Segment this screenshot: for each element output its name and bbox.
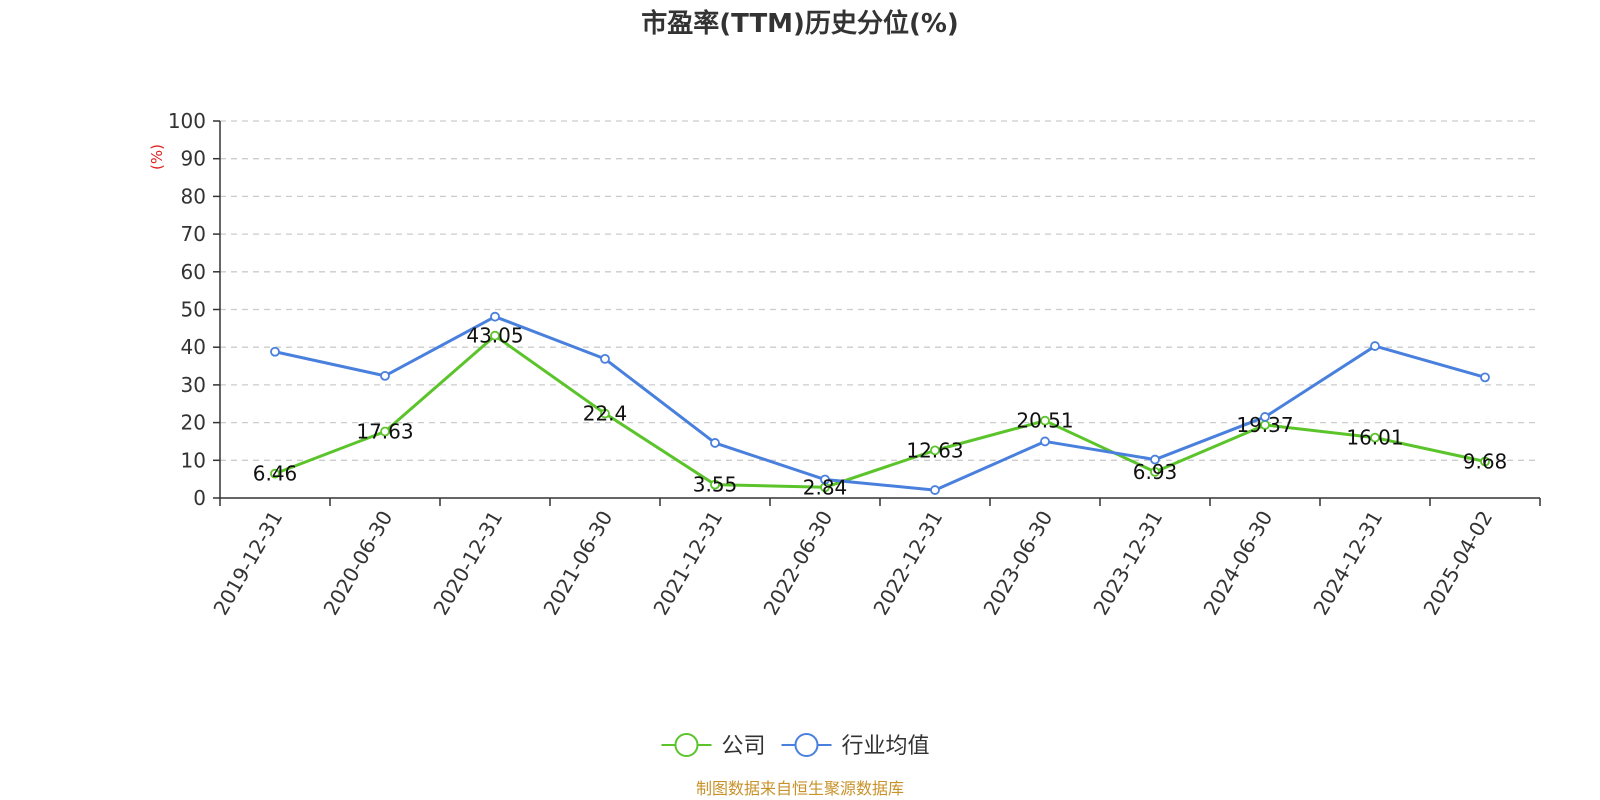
y-tick-label: 10	[181, 448, 206, 472]
x-tick-label: 2020-06-30	[318, 507, 397, 620]
series-line-company	[274, 334, 1486, 489]
data-label: 9.68	[1463, 450, 1508, 474]
data-point	[930, 485, 940, 495]
grid-lines	[220, 120, 1540, 461]
x-tick-label: 2023-12-31	[1088, 507, 1167, 620]
data-point	[1040, 415, 1050, 426]
data-point	[490, 330, 500, 341]
data-point	[1370, 432, 1380, 443]
x-tick-label: 2025-04-02	[1418, 507, 1497, 620]
data-point	[270, 468, 280, 479]
legend-item-company[interactable]: 公司	[661, 733, 766, 759]
legend-circle-marker	[674, 733, 699, 757]
legend-circle-marker	[794, 733, 819, 757]
data-label: 20.51	[1016, 409, 1073, 433]
chart-title: 市盈率(TTM)历史分位(%)	[641, 8, 959, 39]
data-point	[930, 445, 940, 456]
x-tick-label: 2023-06-30	[978, 507, 1057, 620]
legend-label: 公司	[722, 734, 766, 759]
data-point	[380, 426, 390, 437]
data-point	[1480, 456, 1490, 467]
x-tick-label: 2024-06-30	[1198, 507, 1277, 620]
data-point	[270, 346, 280, 357]
y-axis-unit-label: (%)	[148, 144, 166, 170]
y-tick-label: 100	[168, 109, 206, 133]
x-tick-label: 2022-06-30	[758, 507, 837, 620]
data-point	[1260, 412, 1270, 422]
x-tick-label: 2020-12-31	[428, 507, 507, 620]
data-point	[600, 353, 610, 364]
series-line-industry-average	[274, 315, 1486, 492]
series-lines	[270, 311, 1490, 495]
y-tick-label: 50	[181, 298, 206, 322]
data-label: 6.93	[1133, 460, 1178, 484]
legend[interactable]: 公司 行业均值	[661, 733, 930, 759]
y-tick-label: 70	[181, 222, 206, 246]
y-tick-label: 90	[181, 147, 206, 171]
data-source-note: 制图数据来自恒生聚源数据库	[696, 779, 904, 798]
data-label: 6.46	[253, 462, 298, 486]
x-tick-label: 2019-12-31	[208, 507, 287, 620]
data-point	[820, 474, 830, 485]
data-label: 12.63	[906, 438, 963, 462]
data-label: 16.01	[1346, 426, 1403, 450]
data-labels: 6.46 17.63 43.05 22.4 3.55 2.84 12.63 20.51 6.93…	[253, 324, 1508, 500]
y-tick-label: 0	[193, 486, 206, 510]
data-point	[1150, 454, 1160, 465]
x-tick-label: 2021-06-30	[538, 507, 617, 620]
y-tick-label: 20	[181, 411, 206, 435]
legend-item-industry-average[interactable]: 行业均值	[781, 733, 930, 759]
x-tick-label: 2024-12-31	[1308, 507, 1387, 620]
data-point	[380, 370, 390, 381]
x-tick-label: 2022-12-31	[868, 507, 947, 620]
data-label: 19.37	[1236, 413, 1293, 437]
data-point	[1480, 372, 1490, 383]
data-point	[490, 311, 500, 322]
data-point	[600, 408, 610, 419]
y-tick-label: 60	[181, 260, 206, 284]
x-tick-label: 2021-12-31	[648, 507, 727, 620]
data-label: 2.84	[803, 475, 848, 499]
data-label: 17.63	[356, 420, 413, 444]
legend-label: 行业均值	[842, 734, 930, 759]
data-label: 22.4	[583, 402, 628, 426]
data-point	[710, 479, 720, 490]
data-point	[1370, 341, 1380, 351]
y-tick-label: 80	[181, 184, 206, 208]
y-tick-label: 30	[181, 373, 206, 397]
axes: 0 10 20 30 40 50 60 70 80 90 100(%) 2019-12-31 2020-…	[148, 109, 1541, 620]
data-point	[710, 438, 720, 448]
data-label: 3.55	[693, 473, 738, 497]
data-point	[1150, 466, 1160, 477]
data-label: 43.05	[466, 324, 523, 348]
y-tick-label: 40	[181, 335, 206, 359]
data-point	[1040, 436, 1050, 447]
